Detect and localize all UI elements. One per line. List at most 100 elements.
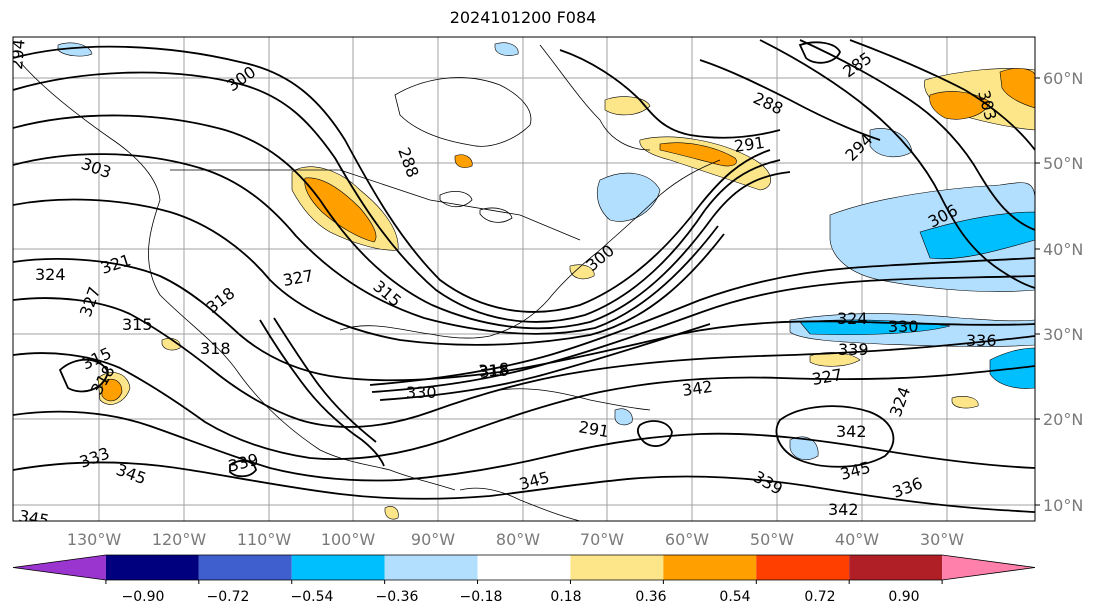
lat-label: 20°N — [1043, 410, 1083, 429]
shade-lightblue-south — [789, 436, 819, 460]
contour-line — [58, 358, 109, 393]
shade-orange-east — [929, 91, 991, 120]
contour-label: 294 — [7, 38, 29, 70]
contour-line — [798, 41, 841, 64]
contour-line — [13, 410, 1035, 482]
colorbar-tick-label: −0.72 — [207, 589, 250, 605]
lat-label: 30°N — [1043, 325, 1083, 344]
lat-label: 60°N — [1043, 69, 1083, 88]
colorbar-labels: −0.90 −0.72 −0.54 −0.36 −0.18 0.18 0.36 … — [122, 589, 920, 605]
contour-line — [379, 323, 711, 401]
colorbar-tick-label: −0.90 — [122, 589, 165, 605]
lat-label: 50°N — [1043, 154, 1083, 173]
contour-line — [799, 39, 1035, 231]
contour-line — [637, 420, 673, 447]
lon-label: 70°W — [580, 530, 624, 549]
contour-line — [13, 198, 725, 346]
contour-line — [259, 319, 385, 467]
contour-label: 330 — [888, 317, 919, 336]
contour-label: 291 — [733, 133, 766, 156]
contour-label: 342 — [836, 422, 867, 441]
shade-skyblue-atlantic — [919, 211, 1035, 260]
map-title: 2024101200 F084 — [449, 8, 597, 27]
lon-label: 50°W — [750, 530, 794, 549]
contour-line — [13, 258, 1035, 382]
contour-label: 345 — [17, 506, 50, 530]
colorbar-segment — [105, 555, 199, 580]
colorbar-tick-label: −0.36 — [376, 589, 419, 605]
lon-label: 110°W — [237, 530, 292, 549]
contour-line — [371, 275, 1035, 393]
contour-label: 318 — [200, 339, 231, 358]
colorbar-segment — [756, 555, 850, 580]
contour-label: 342 — [828, 500, 859, 519]
contour-label: 315 — [122, 315, 153, 334]
contour-line — [273, 317, 377, 443]
lat-ticks — [1035, 77, 1040, 506]
contour-line — [559, 49, 781, 139]
shade-orange-labrador — [659, 142, 737, 167]
contour-line — [13, 153, 719, 335]
contour-label: 336 — [966, 331, 997, 350]
colorbar-segment — [291, 555, 385, 580]
colorbar-extend-min — [13, 555, 106, 580]
contour-line — [13, 461, 1035, 513]
map-border — [12, 36, 1036, 522]
contour-line — [13, 71, 781, 323]
colorbar-segment — [384, 555, 478, 580]
colorbar-tick-label: 0.54 — [719, 589, 750, 605]
contour-line — [775, 405, 895, 468]
colorbar — [12, 554, 1036, 584]
shade-orange-rockies — [304, 177, 377, 243]
lon-label: 30°W — [920, 530, 964, 549]
shade-orange-gl — [454, 154, 473, 168]
lon-label: 60°W — [665, 530, 709, 549]
shade-yellow-mex — [384, 506, 399, 520]
lon-labels: 130°W 120°W 110°W 100°W 90°W 80°W 70°W 6… — [67, 530, 964, 549]
colorbar-tick-label: 0.90 — [888, 589, 919, 605]
shade-yellow-se — [951, 396, 979, 409]
colorbar-tick-label: −0.18 — [460, 589, 503, 605]
shade-lightblue-n2 — [494, 42, 519, 56]
contour-label: 330 — [406, 383, 437, 402]
contour-line — [13, 352, 1035, 460]
map-gridlines — [13, 37, 1035, 521]
lon-label: 120°W — [152, 530, 207, 549]
contour-line — [849, 39, 1035, 151]
contour-label: 339 — [838, 340, 869, 359]
shade-lightblue-newfoundland — [597, 172, 661, 222]
colorbar-segment — [570, 555, 664, 580]
contour-label: 324 — [35, 265, 66, 284]
lon-label: 130°W — [67, 530, 122, 549]
shade-lightblue-n1 — [57, 42, 93, 57]
colorbar-extend-max — [942, 555, 1035, 580]
colorbar-tick-label: −0.54 — [291, 589, 334, 605]
lat-label: 40°N — [1043, 240, 1083, 259]
shade-yellow-hudson — [604, 96, 651, 116]
contour-lines — [13, 39, 1035, 513]
lon-label: 90°W — [411, 530, 455, 549]
lat-label: 10°N — [1043, 496, 1083, 515]
contour-line — [13, 114, 791, 330]
contour-label: 324 — [837, 309, 868, 328]
contour-line — [369, 257, 1035, 386]
contour-label: 318 — [478, 359, 511, 382]
colorbar-segment — [663, 555, 757, 580]
colorbar-tick-label: 0.36 — [635, 589, 666, 605]
shade-orange-east-2 — [999, 68, 1035, 109]
contour-label: 342 — [681, 377, 714, 400]
contour-line — [759, 39, 1035, 289]
map-panel — [13, 37, 1035, 521]
colorbar-segment — [477, 555, 571, 580]
colorbar-tick-label: 0.72 — [804, 589, 835, 605]
contour-label: 318 — [478, 361, 509, 380]
shade-lightblue-gulf — [614, 408, 633, 426]
contour-line — [699, 59, 881, 141]
colorbar-tick-label: 0.18 — [550, 589, 581, 605]
contour-line — [13, 45, 771, 313]
contour-line — [13, 297, 1035, 428]
shade-orange-pacific — [101, 379, 123, 402]
lon-label: 40°W — [835, 530, 879, 549]
colorbar-segment — [849, 555, 943, 580]
